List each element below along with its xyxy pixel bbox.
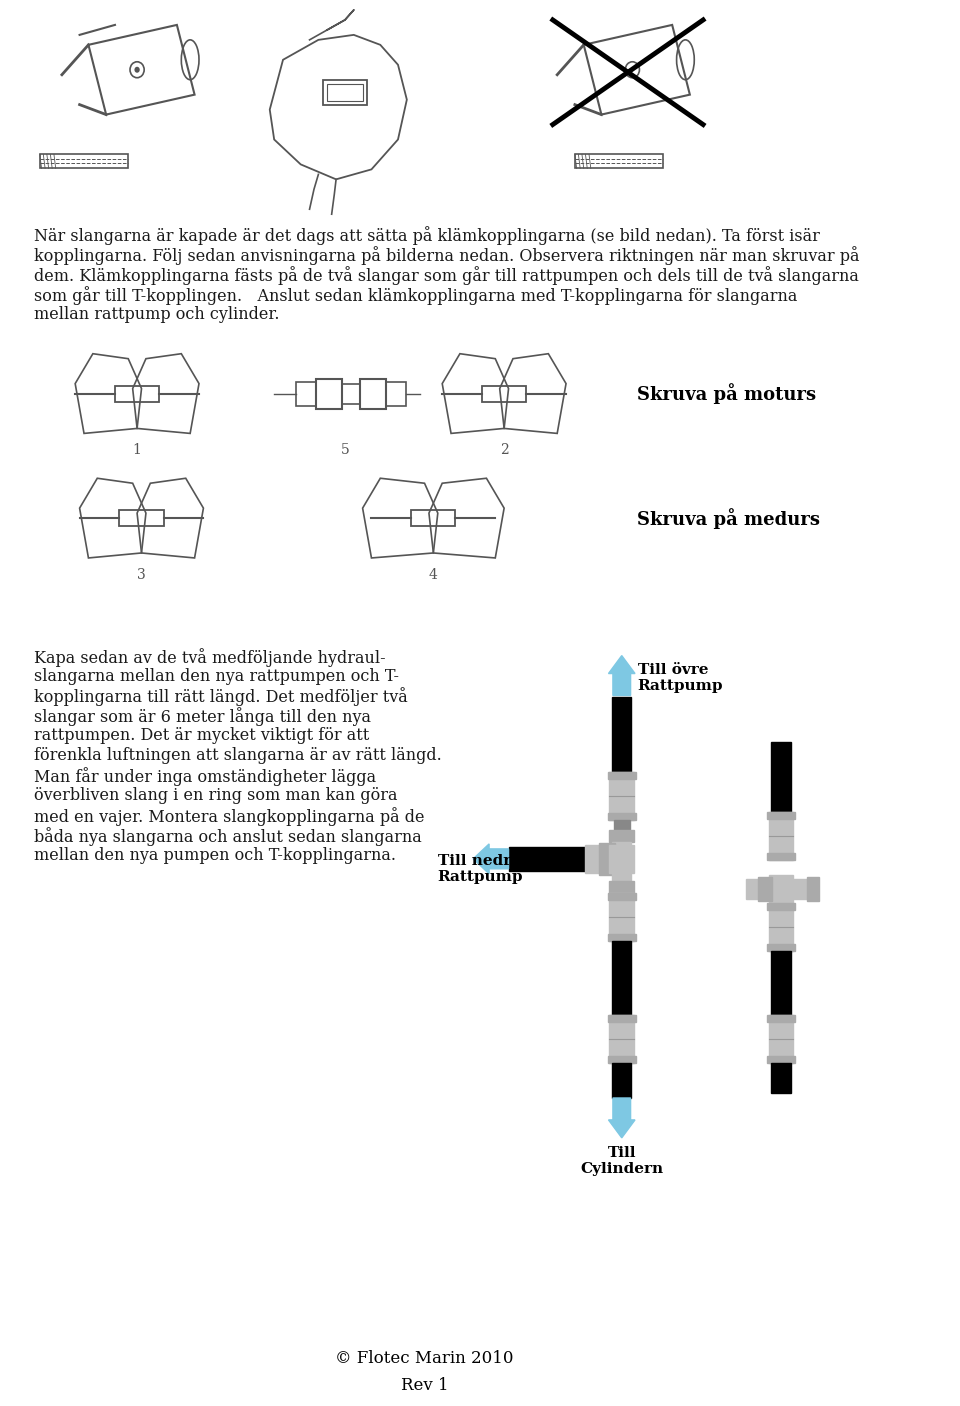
Bar bbox=[612, 1063, 632, 1098]
Text: 1: 1 bbox=[132, 443, 141, 457]
Text: förenkla luftningen att slangarna är av rätt längd.: förenkla luftningen att slangarna är av … bbox=[34, 747, 442, 765]
Bar bbox=[769, 813, 793, 860]
Bar bbox=[767, 853, 795, 860]
Text: Skruva på medurs: Skruva på medurs bbox=[636, 508, 820, 529]
Bar bbox=[769, 903, 793, 950]
Text: slangarna mellan den nya rattpumpen och T-: slangarna mellan den nya rattpumpen och … bbox=[34, 668, 398, 685]
Bar bbox=[608, 1056, 636, 1063]
Text: som går till T-kopplingen.   Anslut sedan klämkopplingarna med T-kopplingarna fö: som går till T-kopplingen. Anslut sedan … bbox=[34, 285, 797, 305]
Text: Skruva på moturs: Skruva på moturs bbox=[636, 382, 816, 404]
Bar bbox=[610, 830, 635, 842]
Text: 5: 5 bbox=[341, 443, 349, 457]
Bar bbox=[575, 155, 663, 169]
Bar bbox=[806, 877, 819, 901]
Bar bbox=[599, 844, 614, 875]
Text: Till övre
Rattpump: Till övre Rattpump bbox=[637, 662, 723, 693]
Bar bbox=[767, 943, 795, 950]
Text: När slangarna är kapade är det dags att sätta på klämkopplingarna (se bild nedan: När slangarna är kapade är det dags att … bbox=[34, 226, 820, 245]
Bar bbox=[771, 950, 791, 1015]
Text: kopplingarna till rätt längd. Det medföljer två: kopplingarna till rätt längd. Det medföl… bbox=[34, 688, 407, 706]
FancyArrow shape bbox=[609, 655, 635, 696]
Text: båda nya slangarna och anslut sedan slangarna: båda nya slangarna och anslut sedan slan… bbox=[34, 827, 421, 846]
Bar bbox=[767, 1056, 795, 1063]
Bar bbox=[610, 1015, 635, 1063]
Text: © Flotec Marin 2010
Rev 1: © Flotec Marin 2010 Rev 1 bbox=[335, 1350, 514, 1395]
Text: med en vajer. Montera slangkopplingarna på de: med en vajer. Montera slangkopplingarna … bbox=[34, 807, 424, 825]
Bar bbox=[608, 934, 636, 941]
Bar bbox=[612, 842, 632, 849]
Bar bbox=[327, 84, 363, 101]
Text: överbliven slang i en ring som man kan göra: överbliven slang i en ring som man kan g… bbox=[34, 787, 397, 804]
Bar bbox=[323, 80, 367, 104]
Bar bbox=[747, 879, 771, 898]
Bar bbox=[769, 875, 793, 903]
Bar bbox=[612, 873, 632, 880]
Text: mellan rattpump och cylinder.: mellan rattpump och cylinder. bbox=[34, 307, 279, 323]
Bar bbox=[791, 879, 808, 898]
Text: kopplingarna. Följ sedan anvisningarna på bilderna nedan. Observera riktningen n: kopplingarna. Följ sedan anvisningarna p… bbox=[34, 246, 859, 264]
Bar bbox=[39, 155, 129, 169]
Bar bbox=[482, 385, 526, 402]
FancyArrow shape bbox=[473, 844, 509, 873]
Text: slangar som är 6 meter långa till den nya: slangar som är 6 meter långa till den ny… bbox=[34, 707, 371, 727]
Text: rattpumpen. Det är mycket viktigt för att: rattpumpen. Det är mycket viktigt för at… bbox=[34, 727, 369, 744]
Bar bbox=[509, 846, 622, 870]
Text: Man får under inga omständigheter lägga: Man får under inga omständigheter lägga bbox=[34, 768, 375, 786]
Bar bbox=[613, 820, 630, 830]
Bar bbox=[767, 903, 795, 910]
Bar bbox=[387, 381, 406, 405]
Bar bbox=[610, 893, 635, 941]
Bar bbox=[612, 941, 632, 1015]
Bar bbox=[758, 877, 772, 901]
Text: 2: 2 bbox=[500, 443, 509, 457]
Bar bbox=[316, 378, 343, 409]
Bar bbox=[608, 772, 636, 779]
Text: Kapa sedan av de två medföljande hydraul-: Kapa sedan av de två medföljande hydraul… bbox=[34, 648, 385, 666]
Text: dem. Klämkopplingarna fästs på de två slangar som går till rattpumpen och dels t: dem. Klämkopplingarna fästs på de två sl… bbox=[34, 266, 858, 285]
Bar bbox=[767, 813, 795, 820]
Bar bbox=[608, 893, 636, 900]
Bar bbox=[586, 845, 612, 873]
Bar bbox=[343, 384, 360, 404]
Bar bbox=[115, 385, 159, 402]
Bar bbox=[767, 1015, 795, 1022]
Bar bbox=[610, 845, 635, 873]
Text: Till nedre
Rattpump: Till nedre Rattpump bbox=[438, 853, 523, 884]
Bar bbox=[411, 510, 455, 526]
FancyArrow shape bbox=[609, 1098, 635, 1137]
Circle shape bbox=[134, 66, 140, 73]
Bar bbox=[119, 510, 163, 526]
Text: 4: 4 bbox=[429, 568, 438, 582]
Text: 3: 3 bbox=[137, 568, 146, 582]
Bar bbox=[612, 697, 632, 772]
Bar bbox=[360, 378, 387, 409]
Bar bbox=[610, 880, 635, 893]
Bar bbox=[769, 1015, 793, 1063]
Text: mellan den nya pumpen och T-kopplingarna.: mellan den nya pumpen och T-kopplingarna… bbox=[34, 846, 396, 863]
Bar bbox=[608, 813, 636, 820]
Text: Till
Cylindern: Till Cylindern bbox=[580, 1146, 663, 1175]
Bar bbox=[610, 772, 635, 820]
Bar bbox=[297, 381, 316, 405]
Bar bbox=[608, 1015, 636, 1022]
Bar bbox=[771, 1063, 791, 1092]
Bar bbox=[771, 742, 791, 813]
